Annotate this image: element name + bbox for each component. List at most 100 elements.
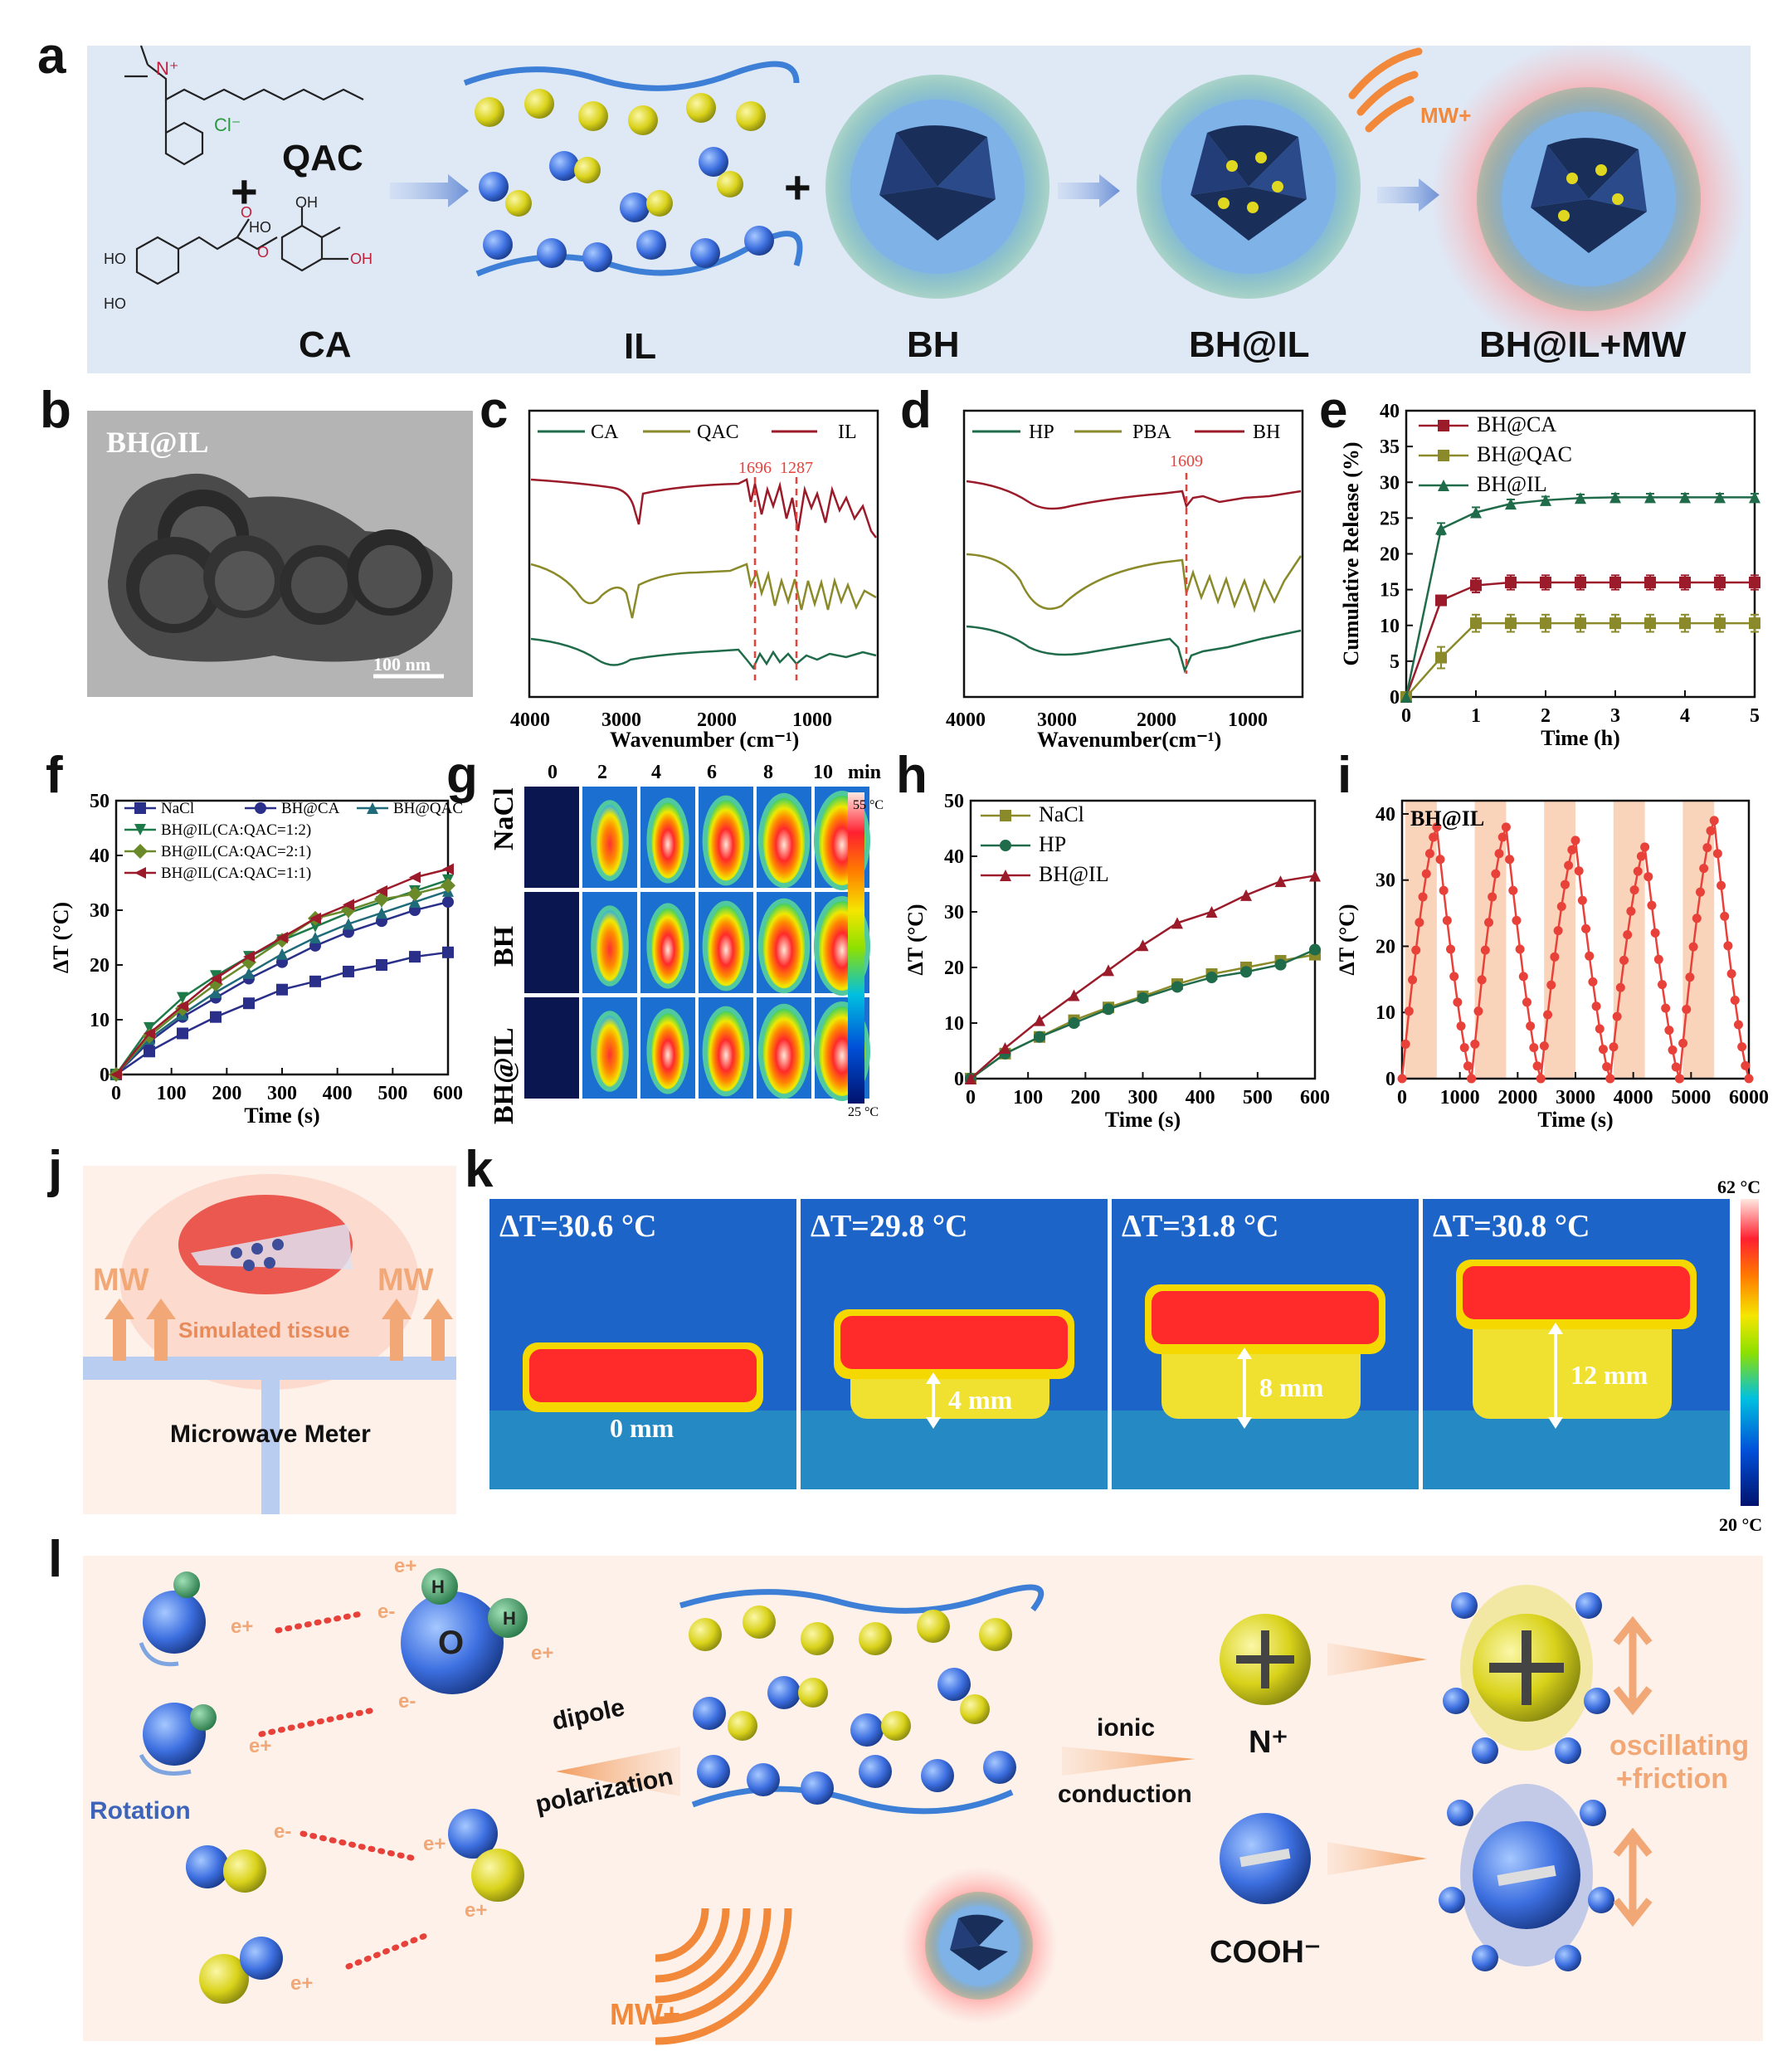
ca-ho-ring: HO xyxy=(249,219,271,236)
e-plus: e+ xyxy=(465,1899,487,1922)
data-point xyxy=(1411,945,1421,955)
il-label: IL xyxy=(624,326,656,367)
interaction-arrows xyxy=(258,1610,435,1970)
data-point xyxy=(1661,1003,1671,1013)
data-point xyxy=(965,1073,976,1084)
data-point xyxy=(1685,972,1695,982)
data-point xyxy=(1424,849,1434,859)
k-frames: ΔT=30.6 °C 0 mm ΔT=29.8 °C 4 mm ΔT=31.8 °C 8 … xyxy=(489,1199,1730,1489)
data-point xyxy=(1505,855,1515,865)
data-point xyxy=(343,899,354,911)
ftir-hp-trace xyxy=(966,625,1302,674)
chart-e: 0 1 2 3 4 5 0 5 10 15 20 25 30 35 40 Time (h) Cumulative… xyxy=(1339,401,1760,750)
panel-letter-k: k xyxy=(465,1141,494,1198)
data-point xyxy=(1446,944,1456,954)
e-plus: e+ xyxy=(290,1972,313,1995)
data-point xyxy=(1470,1039,1480,1049)
data-point xyxy=(1619,955,1629,965)
data-point xyxy=(1644,491,1656,504)
panel-letter-i: i xyxy=(1337,747,1351,804)
scale-bar-label: 100 nm xyxy=(373,654,431,675)
data-point xyxy=(276,932,288,943)
data-point xyxy=(1429,832,1439,842)
mw-on-band xyxy=(1613,801,1645,1079)
data-point xyxy=(409,871,421,884)
y-tick-label: 40 xyxy=(90,845,110,867)
thermal-spot xyxy=(596,1016,624,1087)
data-point xyxy=(177,1027,188,1040)
data-point xyxy=(1647,900,1657,910)
arrow-to-bh-il-mw xyxy=(1377,178,1439,212)
thermal-spot xyxy=(651,802,684,879)
g-scale-max: 55 °C xyxy=(853,798,884,812)
data-point xyxy=(210,972,222,985)
data-point xyxy=(1567,845,1577,855)
data-point xyxy=(1512,915,1522,925)
anion-arrow xyxy=(1327,1842,1427,1875)
panel-d-ftir: HP PBA BH 1609 4000 3000 2000 1000 Waven… xyxy=(946,409,1304,752)
y-tick-label: 10 xyxy=(90,1010,110,1031)
data-point xyxy=(309,912,321,924)
y-tick-label: 20 xyxy=(1376,936,1395,957)
x-tick-label: 6000 xyxy=(1729,1087,1769,1109)
thermal-cell xyxy=(524,787,579,888)
data-point xyxy=(1688,942,1698,952)
ftir-qac-trace xyxy=(530,563,877,619)
bh-label: BH xyxy=(907,324,960,365)
data-point xyxy=(1438,480,1449,491)
arrow-to-bh-il xyxy=(1058,174,1120,207)
e-minus: e- xyxy=(398,1690,416,1713)
data-point xyxy=(1438,420,1449,431)
data-point xyxy=(1717,880,1726,890)
ftir-d-frame xyxy=(962,409,1304,699)
data-point xyxy=(1653,954,1663,964)
qac-label: QAC xyxy=(282,138,363,178)
mw-plus-label-l: MW+ xyxy=(610,1997,680,2031)
thermal-gel xyxy=(529,1349,757,1402)
data-point xyxy=(1442,915,1452,925)
thermal-spot xyxy=(707,800,745,881)
panel-letters: a b c d e f g h i j k l xyxy=(37,27,1351,1588)
data-point xyxy=(177,992,188,1004)
data-point xyxy=(1575,577,1586,588)
legend-label: BH@QAC xyxy=(1477,442,1572,466)
x-tick-label: 2000 xyxy=(1497,1087,1537,1109)
xtick: 2000 xyxy=(697,709,737,731)
e-plus: e+ xyxy=(531,1642,553,1664)
bh-il-mw-label: BH@IL+MW xyxy=(1479,324,1687,365)
data-point xyxy=(1408,975,1418,985)
data-point xyxy=(1640,842,1650,852)
data-point xyxy=(1536,1074,1546,1084)
x-tick-label: 600 xyxy=(1300,1087,1330,1109)
y-tick-label: 30 xyxy=(1380,472,1400,494)
x-tick-label: 1000 xyxy=(1440,1087,1480,1109)
data-point xyxy=(1623,930,1633,940)
bh-il-mw-small-particle xyxy=(900,1867,1058,2025)
series-line xyxy=(970,875,1316,1079)
data-point xyxy=(1397,1074,1407,1084)
data-point xyxy=(1470,617,1482,630)
data-point xyxy=(1726,969,1736,979)
panel-letter-e: e xyxy=(1319,382,1347,439)
electron-labels: e+ e- e+ e+ e+ e- e- e+ e+ e+ xyxy=(231,1555,553,1995)
y-tick-label: 40 xyxy=(1380,401,1400,422)
legend-il: IL xyxy=(838,421,857,443)
data-point xyxy=(1171,917,1183,929)
data-point xyxy=(1712,849,1722,859)
y-tick-label: 20 xyxy=(1380,544,1400,566)
y-tick-label: 30 xyxy=(944,902,964,923)
data-point xyxy=(1744,1074,1754,1084)
x-tick-label: 0 xyxy=(111,1083,121,1104)
e-plus: e+ xyxy=(249,1735,271,1757)
data-point xyxy=(134,824,146,836)
data-point xyxy=(1463,1061,1473,1071)
ftir-pba-trace xyxy=(966,553,1303,613)
data-point xyxy=(1636,851,1646,861)
ca-o-ester: O xyxy=(257,244,269,261)
data-point xyxy=(144,1021,155,1034)
series-line xyxy=(115,884,449,1075)
data-point xyxy=(1564,860,1574,870)
time-label: 8 xyxy=(763,762,773,783)
data-point xyxy=(255,802,266,814)
y-tick-label: 0 xyxy=(1390,687,1400,709)
